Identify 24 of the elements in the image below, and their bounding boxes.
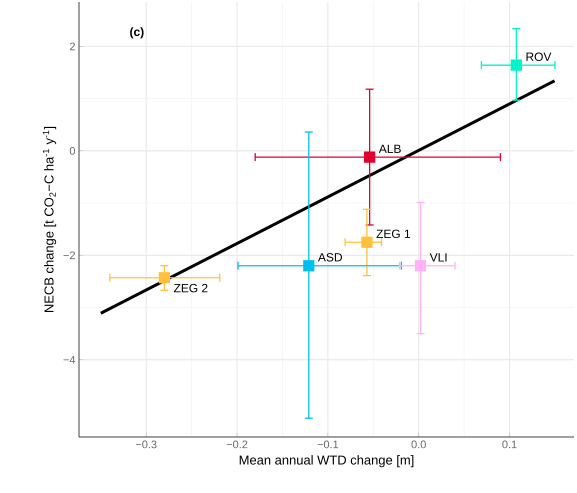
series-label: ZEG 2 bbox=[174, 284, 208, 292]
series-label: ALB bbox=[378, 144, 401, 153]
point bbox=[414, 260, 426, 272]
y-axis-title: NECB change [t CO$_{2}$−C ha$^{-1}$ y$^{-1}$] bbox=[42, 126, 56, 312]
series-label: ROV bbox=[526, 52, 552, 61]
point bbox=[510, 60, 522, 71]
series-label: VLI bbox=[430, 253, 447, 262]
y-tick-label: 2 bbox=[70, 42, 75, 50]
annotation: (c) bbox=[130, 27, 144, 38]
x-tick-label: 0.1 bbox=[502, 440, 517, 448]
series-label: ZEG 1 bbox=[376, 230, 410, 238]
y-tick-label: −2 bbox=[64, 251, 75, 260]
x-tick-label: −0.3 bbox=[136, 440, 157, 448]
x-tick-label: 0.0 bbox=[412, 440, 426, 448]
point bbox=[361, 236, 373, 248]
series-label: ASD bbox=[318, 253, 342, 262]
x-tick-label: −0.2 bbox=[226, 440, 248, 448]
y-tick-label: 0 bbox=[70, 146, 76, 155]
y-tick-label: −4 bbox=[64, 356, 76, 364]
point bbox=[158, 272, 170, 284]
point bbox=[364, 151, 376, 163]
point bbox=[303, 260, 314, 272]
x-axis-title: Mean annual WTD change [m] bbox=[240, 455, 414, 468]
x-tick-label: −0.1 bbox=[318, 440, 338, 448]
